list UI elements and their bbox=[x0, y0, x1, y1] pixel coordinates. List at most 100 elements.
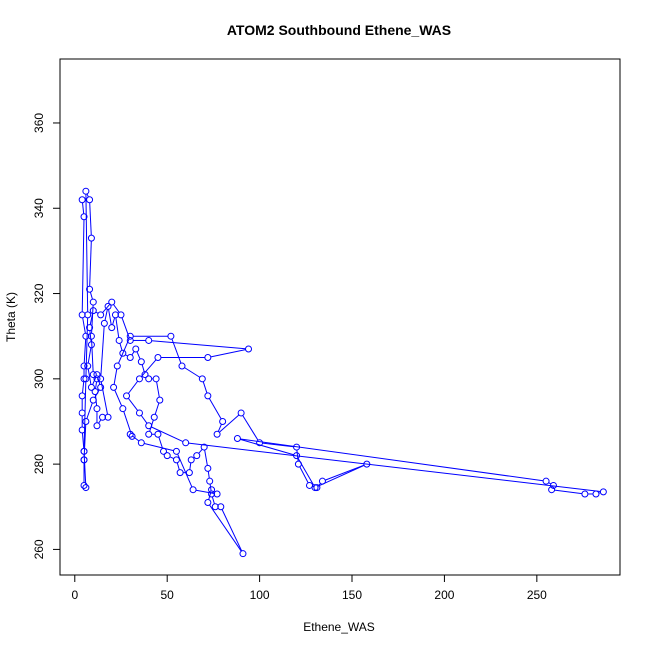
data-point bbox=[117, 311, 125, 319]
series-segment bbox=[151, 340, 246, 350]
data-point bbox=[185, 469, 193, 477]
series-segment bbox=[198, 449, 203, 454]
data-point bbox=[145, 422, 153, 430]
data-point bbox=[104, 302, 112, 310]
data-point bbox=[176, 469, 184, 477]
series-segment bbox=[156, 381, 160, 398]
data-point bbox=[204, 392, 212, 400]
data-point bbox=[82, 187, 90, 195]
series-segment bbox=[113, 368, 118, 385]
series-segment bbox=[210, 349, 246, 358]
data-point bbox=[132, 345, 140, 353]
data-point bbox=[167, 332, 175, 340]
series-segment bbox=[91, 305, 94, 334]
data-point bbox=[84, 311, 92, 319]
data-point bbox=[78, 426, 86, 434]
series-segment bbox=[86, 193, 89, 198]
data-point bbox=[152, 375, 160, 383]
data-point bbox=[113, 362, 121, 370]
data-point bbox=[294, 460, 302, 468]
data-point bbox=[137, 439, 145, 447]
data-point bbox=[87, 234, 95, 242]
series-segment bbox=[131, 351, 135, 356]
data-point bbox=[89, 396, 97, 404]
series-segment bbox=[240, 438, 294, 456]
data-point bbox=[200, 443, 208, 451]
y-tick-label: 320 bbox=[32, 283, 46, 303]
data-point bbox=[163, 452, 171, 460]
data-point bbox=[89, 298, 97, 306]
series-segment bbox=[86, 402, 93, 419]
data-point bbox=[172, 456, 180, 464]
data-point bbox=[208, 486, 216, 494]
data-point bbox=[87, 383, 95, 391]
series-segment bbox=[202, 381, 208, 394]
data-point bbox=[78, 392, 86, 400]
data-point bbox=[150, 413, 158, 421]
data-point bbox=[154, 430, 162, 438]
y-tick-label: 280 bbox=[32, 454, 46, 474]
y-axis-label: Theta (K) bbox=[4, 292, 18, 342]
data-point bbox=[581, 490, 589, 498]
data-point bbox=[115, 336, 123, 344]
data-point bbox=[82, 484, 90, 492]
data-point bbox=[213, 490, 221, 498]
series-segment bbox=[104, 309, 108, 321]
data-point bbox=[126, 354, 134, 362]
series-segment bbox=[151, 426, 184, 442]
data-point bbox=[128, 432, 136, 440]
data-point bbox=[548, 486, 556, 494]
data-point bbox=[363, 460, 371, 468]
series-segment bbox=[100, 326, 105, 376]
data-point bbox=[219, 417, 227, 425]
series-segment bbox=[95, 381, 98, 389]
data-point bbox=[93, 405, 101, 413]
series-segment bbox=[89, 292, 93, 300]
series-segment bbox=[169, 456, 174, 460]
data-point bbox=[204, 499, 212, 507]
series-segment bbox=[100, 381, 108, 415]
data-point bbox=[123, 392, 131, 400]
series-segment bbox=[208, 398, 222, 420]
data-point bbox=[78, 196, 86, 204]
series-segment bbox=[82, 202, 85, 214]
series-segment bbox=[176, 462, 180, 470]
series-segment bbox=[108, 309, 112, 325]
y-tick-label: 260 bbox=[32, 539, 46, 559]
data-point bbox=[80, 456, 88, 464]
series-segment bbox=[82, 317, 86, 334]
data-point bbox=[206, 477, 214, 485]
series-layer bbox=[78, 187, 607, 558]
data-point bbox=[80, 362, 88, 370]
data-point bbox=[126, 430, 134, 438]
data-point bbox=[204, 354, 212, 362]
data-point bbox=[159, 447, 167, 455]
series-segment bbox=[184, 367, 201, 378]
data-point bbox=[318, 477, 326, 485]
y-axis: 260 280 300 320 340 360 bbox=[32, 113, 61, 559]
series-segment bbox=[87, 347, 92, 364]
series-segment bbox=[177, 453, 193, 488]
series-segment bbox=[209, 504, 242, 552]
series-segment bbox=[209, 484, 212, 492]
series-segment bbox=[219, 414, 240, 433]
data-point bbox=[78, 409, 86, 417]
data-point bbox=[293, 443, 301, 451]
series-segment bbox=[85, 194, 89, 312]
data-point bbox=[110, 383, 118, 391]
data-point bbox=[80, 447, 88, 455]
series-segment bbox=[113, 304, 120, 313]
series-segment bbox=[141, 359, 157, 377]
data-point bbox=[245, 345, 253, 353]
data-point bbox=[592, 490, 600, 498]
series-segment bbox=[123, 411, 132, 434]
y-tick-label: 340 bbox=[32, 198, 46, 218]
data-point bbox=[599, 488, 607, 496]
x-tick-label: 150 bbox=[342, 588, 362, 602]
series-segment bbox=[204, 449, 208, 466]
x-tick-label: 200 bbox=[434, 588, 454, 602]
data-point bbox=[137, 358, 145, 366]
series-segment bbox=[299, 466, 309, 484]
data-point bbox=[187, 456, 195, 464]
